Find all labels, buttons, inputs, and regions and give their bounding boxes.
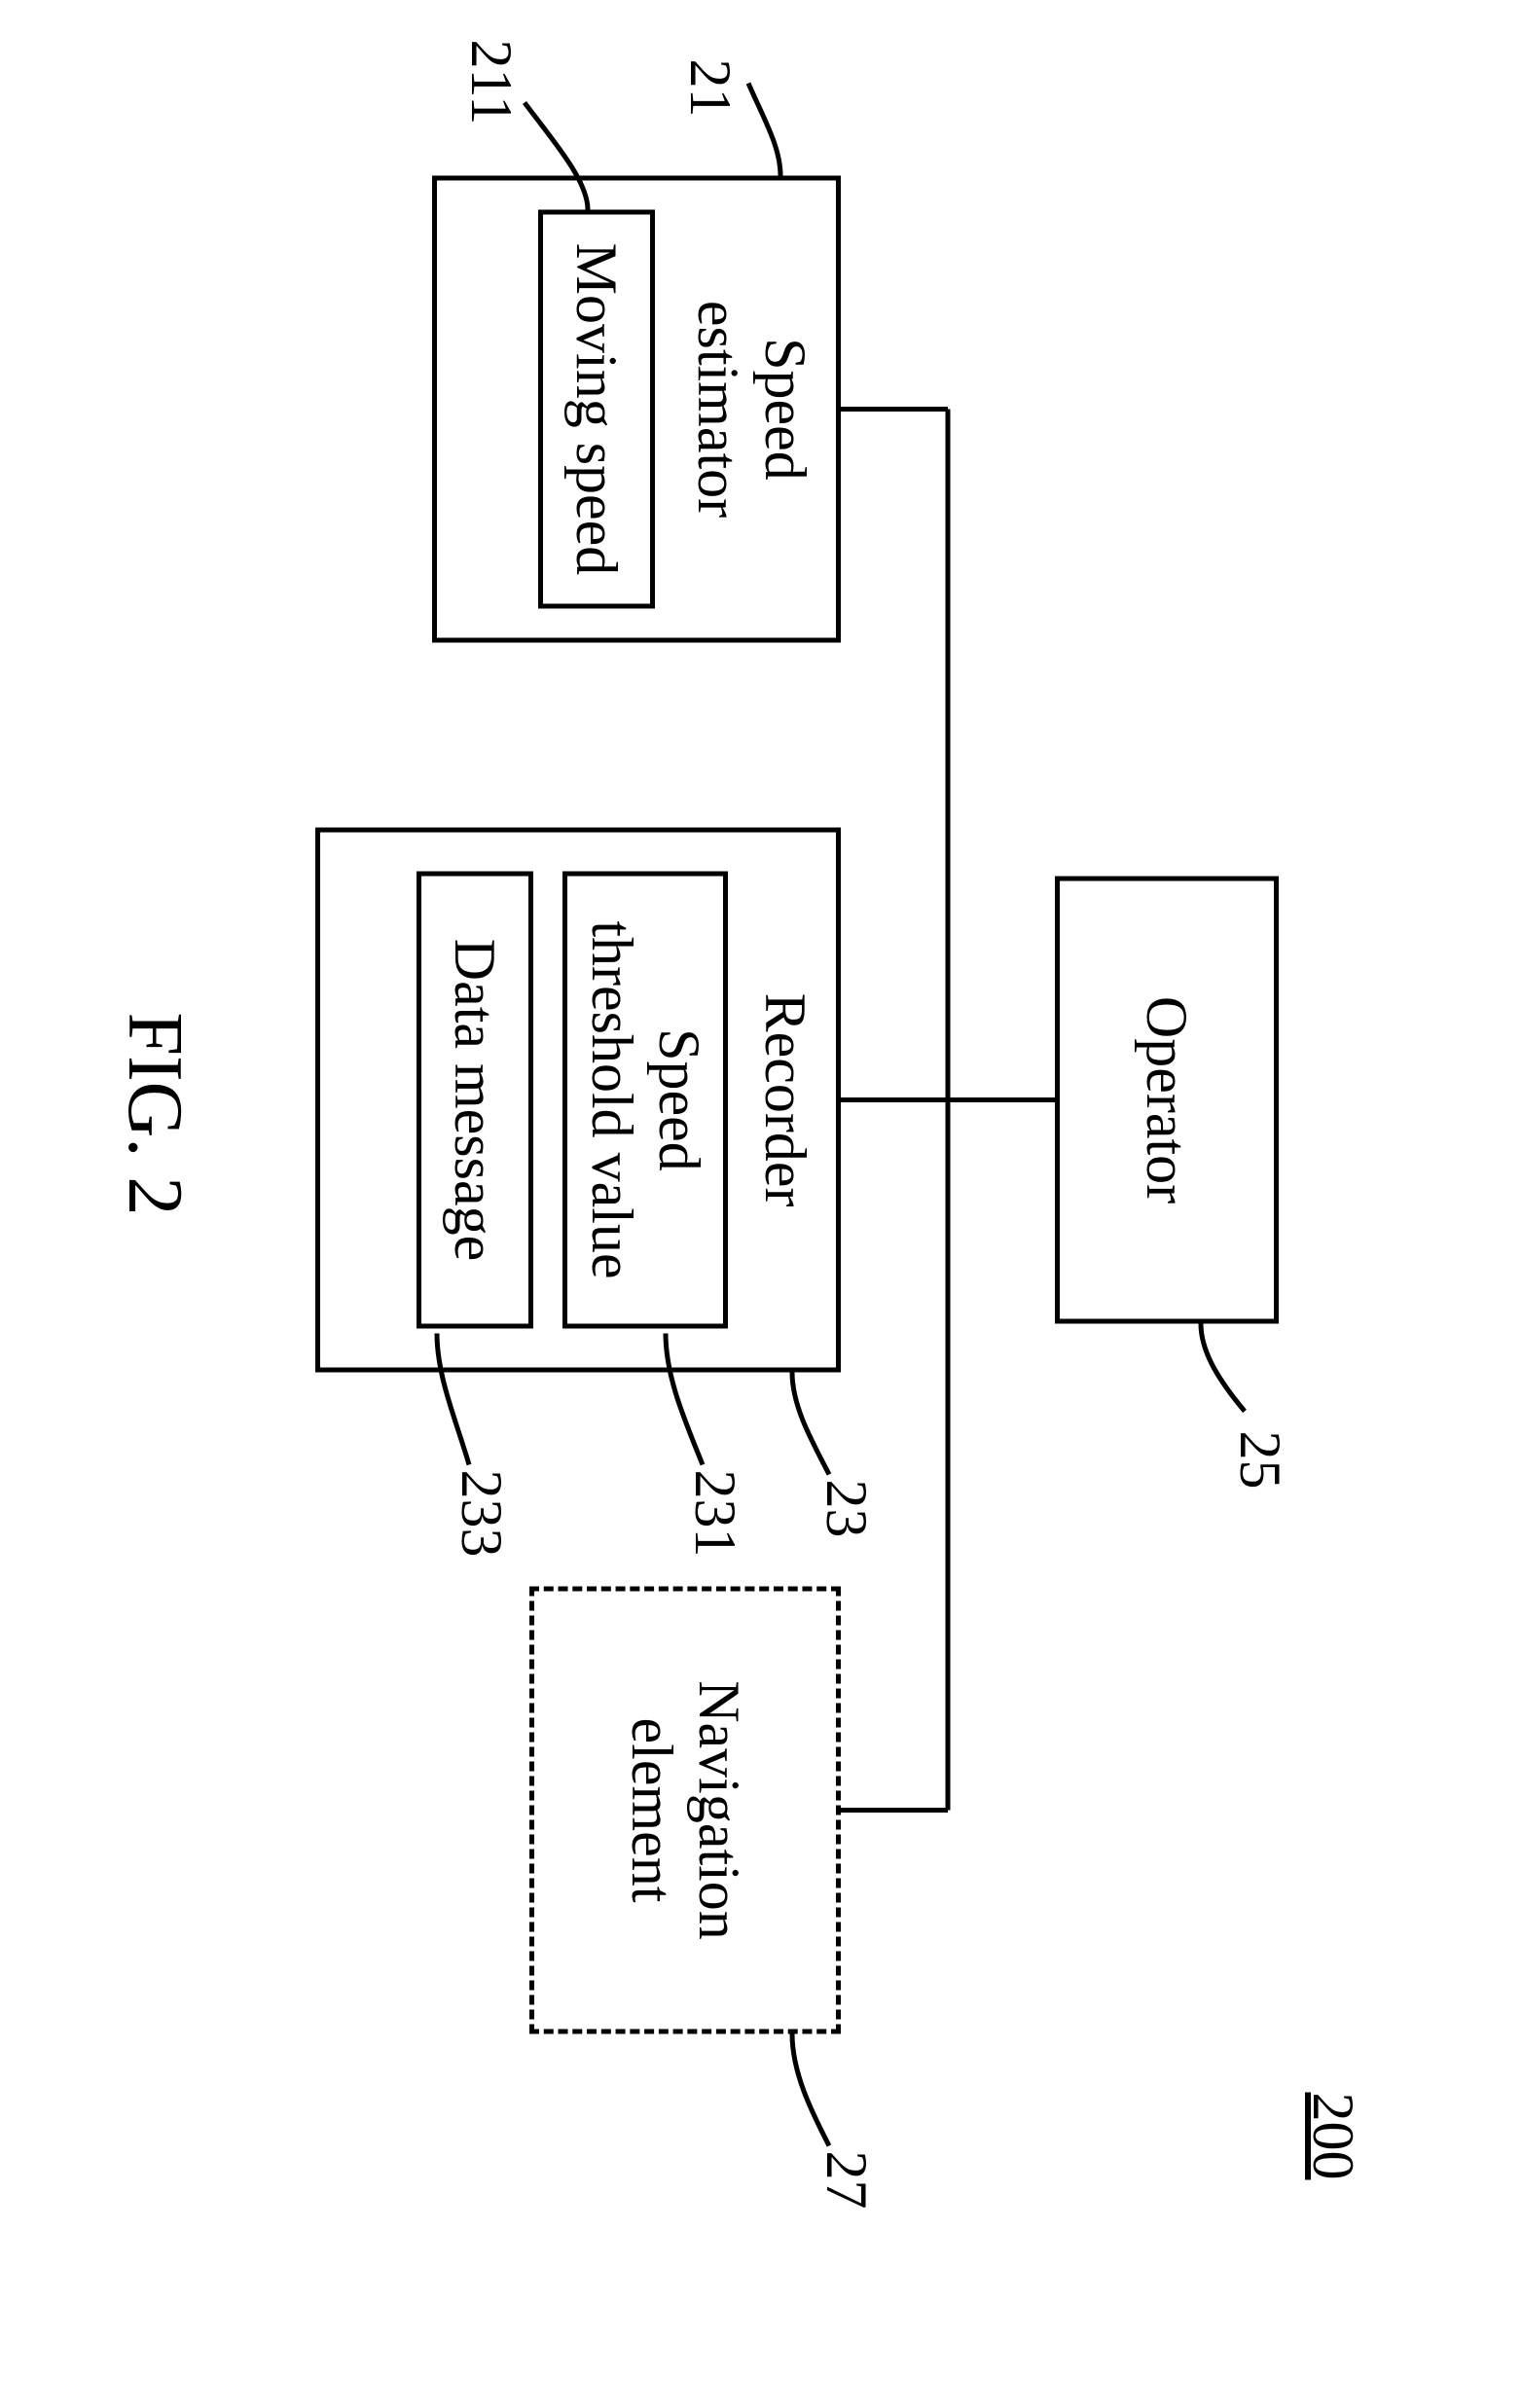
recorder-ref: 23 <box>813 1479 880 1537</box>
figure-ref-number: 200 <box>1299 2092 1366 2179</box>
bus-connector <box>831 409 1055 1965</box>
operator-ref: 25 <box>1226 1430 1293 1489</box>
operator-leader <box>1172 1323 1250 1440</box>
navigation-leader <box>763 2033 831 2150</box>
operator-block: Operator <box>1055 876 1279 1323</box>
moving-speed-ref: 211 <box>457 39 525 125</box>
figure-caption: FIG. 2 <box>110 1012 199 1215</box>
speed-estimator-block: Speed estimator Moving speed <box>432 175 841 642</box>
data-message-block: Data message <box>417 871 533 1328</box>
speed-threshold-block: Speed threshold value <box>562 871 728 1328</box>
data-message-leader <box>403 1333 471 1469</box>
recorder-label: Recorder <box>751 992 818 1206</box>
recorder-block: Recorder Speed threshold value Data mess… <box>315 827 841 1372</box>
moving-speed-label: Moving speed <box>563 242 631 575</box>
operator-label: Operator <box>1134 995 1201 1203</box>
speed-threshold-ref: 231 <box>681 1469 748 1557</box>
speed-estimator-ref: 21 <box>676 58 743 117</box>
moving-speed-leader <box>520 97 607 209</box>
data-message-ref: 233 <box>448 1469 515 1557</box>
navigation-ref: 27 <box>813 2150 880 2209</box>
data-message-label: Data message <box>442 938 509 1261</box>
recorder-leader <box>763 1372 831 1479</box>
diagram-canvas: 200 Operator 25 Speed estimator <box>0 0 1522 2408</box>
speed-threshold-label: Speed threshold value <box>578 920 712 1278</box>
navigation-label: Navigation element <box>618 1680 752 1940</box>
speed-estimator-leader <box>743 78 821 175</box>
navigation-block: Navigation element <box>529 1586 841 2033</box>
moving-speed-block: Moving speed <box>538 209 655 608</box>
speed-estimator-label: Speed estimator <box>684 300 818 517</box>
speed-threshold-leader <box>636 1333 705 1469</box>
